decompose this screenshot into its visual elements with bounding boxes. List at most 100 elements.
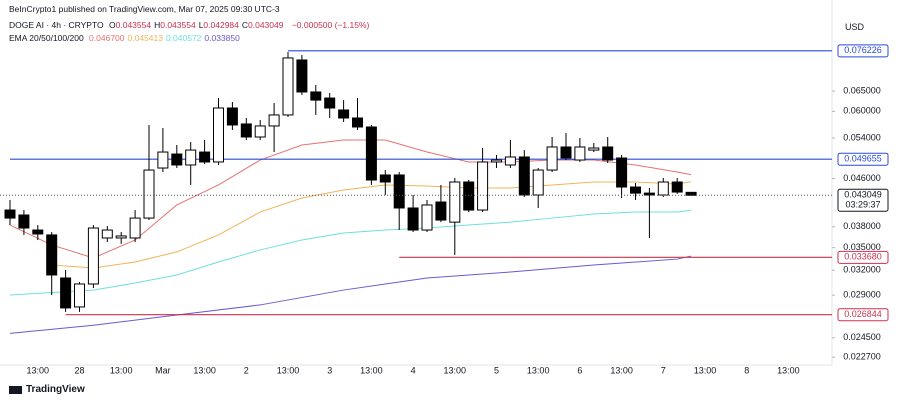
candle-body [46,234,58,276]
candle-body [588,147,600,151]
candle-body [338,109,350,119]
candle-body [282,57,294,116]
ema-line [9,255,692,334]
candle-body [296,59,308,93]
x-tick-label: 7 [661,365,666,375]
candle-body [671,181,683,193]
ohlc-label: C [241,20,249,30]
ema-value: 0.045413 [127,33,163,43]
candle-body [74,283,85,308]
x-tick-label: 3 [327,365,332,375]
change: −0.000500 (−1.15%) [291,20,370,30]
countdown: 03:29:37 [845,200,880,210]
ohlc-value: 0.043049 [248,20,284,30]
candle-body [518,156,530,196]
candle-body [407,207,419,231]
logo [9,386,22,394]
y-tick-label: 0.046000 [843,173,881,183]
y-tick-label: 0.024500 [843,332,881,342]
candle-body [171,153,183,166]
ohlc: O0.043554 H0.043554 L0.042984 C0.043049 [109,20,286,30]
candle-body [602,146,614,161]
level-label-box [837,44,889,58]
x-tick-label: 28 [74,365,84,375]
ema-value: 0.033850 [204,33,240,43]
candle-body [491,159,502,163]
x-tick-label: 13:00 [110,365,133,375]
x-tick-label: 13:00 [444,365,467,375]
candle-body [32,229,44,235]
symbol: DOGE AI · 4h · CRYPTO [9,20,104,30]
symbol-line: DOGE AI · 4h · CRYPTO O0.043554 H0.043554… [9,20,372,30]
ema-value: 0.046700 [89,33,125,43]
candle-body [532,169,544,196]
level-label: 0.049655 [844,154,882,164]
level-label-box [837,250,889,264]
candle-body [268,114,280,127]
candle-body [421,204,433,231]
ema-title: EMA 20/50/100/200 [9,33,84,43]
candle-body [157,151,169,169]
candle-body [546,146,558,171]
last-price-label: 0.043049 [844,190,882,200]
candle-body [643,192,655,196]
candle-body [657,181,669,196]
candle-body [365,126,377,181]
level-label-box [837,152,889,166]
candle-body [310,91,322,101]
candle-body [143,169,155,219]
x-tick-label: 2 [244,365,249,375]
candle-body [213,107,224,163]
candle-body [129,217,141,239]
footer: TradingView [26,384,85,395]
y-tick-label: 0.038000 [843,221,881,231]
candle-body [185,149,197,166]
y-tick-label: 0.032000 [843,265,881,275]
candle-body [435,201,447,221]
x-tick-label: 13:00 [277,365,300,375]
x-tick-label: 13:00 [777,365,800,375]
candle-body [630,186,641,194]
candle-body [560,146,572,159]
ema-line [9,139,692,259]
x-tick-label: 13:00 [27,365,50,375]
candle-body [115,235,127,239]
candle-body [254,125,266,138]
ema-line [9,209,692,296]
ohlc-value: 0.042984 [203,20,239,30]
level-label: 0.076226 [844,45,882,55]
x-tick-label: 6 [577,365,582,375]
y-tick-label: 0.054000 [843,132,881,142]
currency: USD [844,22,864,32]
candle-body [574,146,586,161]
last-price-box [837,188,889,212]
y-tick-label: 0.029000 [843,290,881,300]
level-label: 0.033680 [844,252,882,262]
candle-body [60,277,72,309]
x-tick-label: 4 [411,365,416,375]
candle-body [199,151,211,163]
candle-body [449,181,461,223]
x-tick-label: 13:00 [610,365,633,375]
x-tick-label: 8 [744,365,749,375]
candle-body [352,117,363,128]
candle-body [226,107,238,126]
level-label-box [837,308,889,322]
candle-body [477,161,489,211]
x-tick-label: Mar [155,365,171,375]
ohlc-label: O [109,20,116,30]
x-tick-label: 13:00 [527,365,550,375]
candle-body [4,209,16,219]
candle-body [393,174,405,209]
candle-body [324,97,336,109]
ohlc-value: 0.043554 [115,20,152,30]
level-label: 0.026844 [844,309,882,319]
publisher: BeInCrypto1 published on TradingView.com… [9,4,280,14]
candle-body [240,123,252,138]
y-tick-label: 0.060000 [843,106,881,116]
candle-body [463,181,475,211]
ema-values: 0.046700 0.045413 0.040572 0.033850 [89,33,243,43]
ohlc-label: L [198,20,204,30]
ema-value: 0.040572 [165,33,202,43]
